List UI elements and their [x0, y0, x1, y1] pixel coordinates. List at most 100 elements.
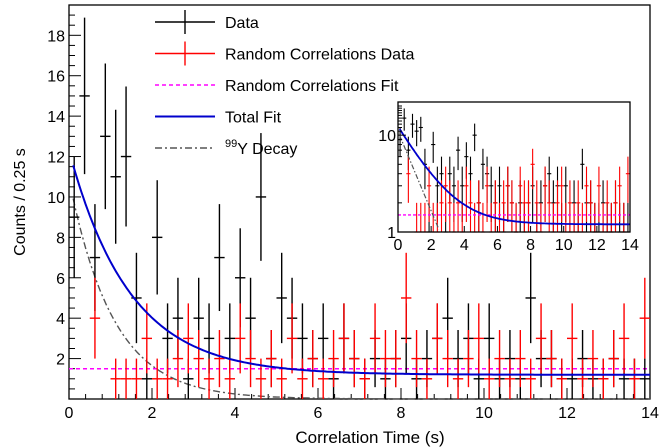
y-tick-label: 4 [56, 311, 65, 328]
inset-random-data-point [476, 180, 481, 232]
inset-random-data-point [509, 180, 514, 232]
legend-label: Data [225, 15, 259, 32]
y-tick-label: 6 [56, 271, 65, 288]
inset-random-data-point [443, 166, 448, 223]
inset-random-data-point [464, 166, 469, 223]
legend-entry: Total Fit [155, 110, 282, 127]
random-data-point [214, 330, 225, 388]
inset-random-data-point [625, 156, 630, 203]
y-axis-label: Counts / 0.25 s [12, 148, 29, 256]
inset-random-data-point [427, 166, 432, 223]
random-data-point [473, 303, 484, 374]
random-data-point [245, 330, 256, 388]
inset-y-tick-label: 10 [378, 128, 396, 145]
legend-label: 99Y Decay [225, 138, 297, 158]
random-data-point [276, 358, 287, 399]
random-data-point [401, 252, 412, 344]
inset-random-data-point [485, 166, 490, 223]
random-data-point [152, 358, 163, 399]
data-point [100, 63, 111, 210]
random-data-point [369, 303, 381, 374]
random-data-point [266, 330, 277, 388]
inset-x-tick-label: 4 [460, 237, 469, 254]
random-data-point [390, 330, 401, 388]
random-data-point [504, 358, 516, 399]
random-data-point [587, 330, 599, 388]
inset-x-tick-label: 12 [588, 237, 606, 254]
random-data-point [421, 358, 433, 399]
inset-random-data-point [493, 180, 498, 232]
inset-x-tick-label: 8 [526, 237, 535, 254]
inset-random-data-point [530, 148, 535, 190]
x-tick-label: 12 [558, 405, 576, 422]
inset-background [398, 102, 630, 232]
inset-random-data-point [518, 166, 523, 223]
inset-data-point [431, 131, 436, 163]
y-tick-label: 8 [56, 230, 65, 247]
y-tick-label: 12 [47, 150, 65, 167]
random-data-point [629, 358, 640, 399]
random-data-point [567, 303, 578, 374]
random-data-point [618, 303, 630, 374]
inset-x-tick-label: 2 [427, 237, 436, 254]
random-data-point [120, 358, 132, 399]
inset-data-point [580, 148, 585, 190]
inset-random-data-point [447, 180, 452, 232]
random-data-point [411, 330, 422, 388]
random-data-point [484, 358, 495, 399]
random-data-point [452, 358, 464, 399]
random-data-point [639, 277, 650, 359]
inset-x-tick-label: 0 [394, 237, 403, 254]
inset-random-data-point [559, 166, 564, 223]
random-data-point [546, 330, 557, 388]
inset-random-data-point [439, 180, 444, 232]
random-data-point [172, 330, 184, 388]
random-data-point [307, 330, 318, 388]
inset-data-point [472, 123, 477, 152]
random-data-point [380, 330, 391, 388]
legend-label: Total Fit [225, 110, 282, 127]
random-data-point [224, 358, 235, 399]
inset-plot-area [398, 108, 630, 233]
legend: Data Random Correlations Data Random Corre… [155, 10, 415, 158]
random-data-point [110, 358, 121, 399]
legend-entry: Random Correlations Data [155, 41, 415, 66]
random-data-point [338, 303, 350, 374]
legend-label: Random Correlations Data [225, 47, 415, 64]
legend-label: Random Correlations Fit [225, 78, 399, 95]
random-data-point [328, 330, 339, 388]
inset-random-data-point [617, 166, 622, 223]
main-plot-area [69, 17, 650, 400]
data-point [120, 86, 132, 227]
data-point [69, 156, 80, 278]
random-data-point [556, 358, 567, 399]
random-data-point [432, 303, 443, 374]
inset-data-point [418, 116, 423, 142]
x-tick-label: 2 [148, 405, 157, 422]
inset-axes: 0 2 4 6 8 10 12 14 1 10 [378, 105, 639, 254]
random-data-point [286, 303, 298, 374]
random-data-point [193, 330, 204, 388]
inset-random-data-point [584, 166, 589, 223]
random-data-point [318, 358, 329, 399]
random-data-point [525, 358, 536, 399]
data-point [152, 180, 163, 295]
random-data-point [494, 330, 505, 388]
x-tick-label: 14 [641, 405, 659, 422]
random-data-point [359, 358, 370, 399]
data-point [79, 17, 90, 175]
random-data-point [515, 330, 526, 388]
random-data-point [349, 330, 360, 388]
data-point [525, 252, 536, 344]
y-tick-label: 16 [47, 69, 65, 86]
random-data-point [535, 303, 547, 374]
inset-data-point [402, 108, 407, 131]
inset-frame [397, 101, 631, 233]
x-tick-label: 8 [397, 405, 406, 422]
inset-x-tick-label: 10 [555, 237, 573, 254]
x-tick-label: 0 [65, 405, 74, 422]
inset-random-data-point [406, 156, 411, 203]
random-data-point [577, 358, 588, 399]
y-tick-label: 14 [47, 109, 65, 126]
